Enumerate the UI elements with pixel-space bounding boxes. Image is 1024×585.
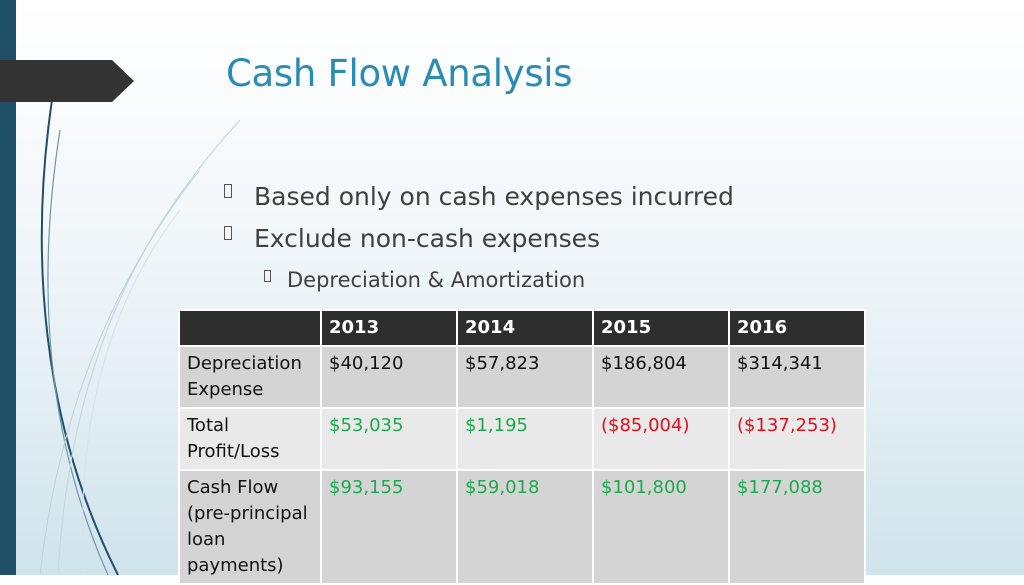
table-cell: $93,155	[320, 469, 458, 585]
table-row: Cash Flow (pre-principal loan payments) …	[178, 469, 866, 585]
bullet-list: Based only on cash expenses incurred Exc…	[224, 182, 824, 300]
table-cell: $314,341	[728, 345, 866, 409]
bullet-marker-icon	[224, 226, 232, 240]
table-header-cell: 2013	[320, 309, 458, 347]
bullet-marker-icon	[264, 270, 271, 282]
bullet-marker-icon	[224, 184, 232, 198]
table-cell: $53,035	[320, 407, 458, 471]
table-header-cell: 2015	[592, 309, 730, 347]
table-row: Total Profit/Loss $53,035 $1,195 ($85,00…	[178, 407, 866, 471]
table-header-cell: 2016	[728, 309, 866, 347]
table-cell: $101,800	[592, 469, 730, 585]
cash-flow-table: 2013 2014 2015 2016 Depreciation Expense…	[178, 309, 866, 585]
row-label: Cash Flow (pre-principal loan payments)	[178, 469, 322, 585]
bullet-item: Based only on cash expenses incurred	[224, 182, 824, 224]
table-cell: $177,088	[728, 469, 866, 585]
table-cell: ($137,253)	[728, 407, 866, 471]
table-cell: $59,018	[456, 469, 594, 585]
table-row: Depreciation Expense $40,120 $57,823 $18…	[178, 345, 866, 409]
table-header-cell: 2014	[456, 309, 594, 347]
row-label: Depreciation Expense	[178, 345, 322, 409]
sub-bullet-text: Depreciation & Amortization	[287, 268, 586, 292]
sub-bullet-item: Depreciation & Amortization	[224, 266, 824, 300]
table-cell: $40,120	[320, 345, 458, 409]
table-cell: $186,804	[592, 345, 730, 409]
table-header-cell	[178, 309, 322, 347]
table-cell: ($85,004)	[592, 407, 730, 471]
table-cell: $57,823	[456, 345, 594, 409]
row-label: Total Profit/Loss	[178, 407, 322, 471]
decorative-curves	[39, 99, 241, 575]
slide-title: Cash Flow Analysis	[226, 52, 573, 95]
title-arrow-flag	[0, 60, 134, 102]
left-accent-bar	[0, 0, 16, 575]
table-cell: $1,195	[456, 407, 594, 471]
bullet-item: Exclude non-cash expenses	[224, 224, 824, 266]
table-header-row: 2013 2014 2015 2016	[178, 309, 866, 347]
bullet-text: Based only on cash expenses incurred	[254, 182, 734, 211]
bullet-text: Exclude non-cash expenses	[254, 224, 601, 253]
